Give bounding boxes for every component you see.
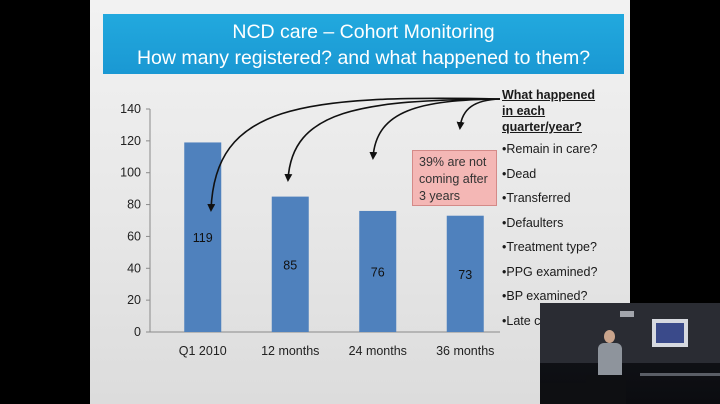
question-item: •Dead bbox=[502, 166, 537, 181]
video-exit-sign bbox=[620, 311, 634, 317]
y-tick-label: 40 bbox=[127, 261, 141, 275]
speaker-body bbox=[598, 343, 622, 377]
video-projection-screen bbox=[652, 319, 688, 347]
arrow-to-36-months bbox=[456, 98, 501, 130]
question-item: •Late c bbox=[502, 313, 541, 328]
question-item: •Transferred bbox=[502, 191, 571, 205]
bar bbox=[359, 210, 397, 332]
question-item: •PPG examined? bbox=[502, 264, 598, 279]
bar-data-label: 85 bbox=[283, 258, 297, 272]
question-item: •Defaulters bbox=[502, 215, 564, 230]
callout-line-2: coming after bbox=[419, 172, 488, 186]
y-axis: 0 20 40 60 80 100 120 140 bbox=[120, 102, 500, 339]
video-foreground-desk bbox=[540, 383, 590, 404]
question-heading-line-1: What happened bbox=[502, 88, 596, 102]
bar bbox=[271, 196, 309, 332]
video-lectern bbox=[586, 375, 626, 404]
callout-line-3: 3 years bbox=[419, 189, 460, 203]
bars: 119 Q1 2010 85 12 months 76 24 months 73 36 mon… bbox=[179, 142, 494, 358]
arrow-to-12-months bbox=[284, 98, 501, 182]
x-category-label: 24 months bbox=[349, 344, 407, 358]
question-item: •Remain in care? bbox=[502, 142, 598, 156]
question-heading-line-3: quarter/year? bbox=[502, 120, 582, 134]
callout-line-1: 39% are not bbox=[419, 155, 487, 169]
title-line-2: How many registered? and what happened t… bbox=[136, 47, 591, 69]
y-tick-label: 140 bbox=[120, 102, 141, 116]
y-tick-label: 0 bbox=[134, 325, 141, 339]
speaker-video-overlay bbox=[540, 303, 720, 404]
bar-data-label: 76 bbox=[371, 265, 385, 279]
question-item: •BP examined? bbox=[502, 289, 588, 303]
question-heading-line-2: in each bbox=[502, 104, 546, 118]
question-heading: What happened in each quarter/year? bbox=[502, 87, 630, 135]
arrow-to-q1-2010 bbox=[207, 97, 501, 212]
arrow-to-24-months bbox=[369, 98, 501, 160]
x-category-label: 12 months bbox=[261, 344, 319, 358]
callout-arrows bbox=[207, 97, 501, 212]
video-stage-rail bbox=[640, 373, 720, 376]
y-tick-label: 100 bbox=[120, 166, 141, 180]
y-tick-label: 60 bbox=[127, 229, 141, 243]
speaker-head bbox=[604, 330, 615, 343]
callout-box: 39% are not coming after 3 years bbox=[412, 150, 497, 206]
question-list: What happened in each quarter/year? •Rem… bbox=[502, 87, 630, 337]
bar bbox=[184, 142, 222, 332]
y-tick-label: 20 bbox=[127, 293, 141, 307]
bar-data-label: 119 bbox=[193, 231, 213, 245]
title-line-1: NCD care – Cohort Monitoring bbox=[232, 21, 495, 43]
x-category-label: 36 months bbox=[436, 344, 494, 358]
y-tick-label: 80 bbox=[127, 198, 141, 212]
y-tick-label: 120 bbox=[120, 134, 141, 148]
bar-data-label: 73 bbox=[458, 268, 472, 282]
question-item: •Treatment type? bbox=[502, 240, 597, 254]
bar bbox=[446, 215, 484, 332]
x-category-label: Q1 2010 bbox=[179, 344, 227, 358]
slide-title: NCD care – Cohort Monitoring How many re… bbox=[103, 14, 624, 74]
